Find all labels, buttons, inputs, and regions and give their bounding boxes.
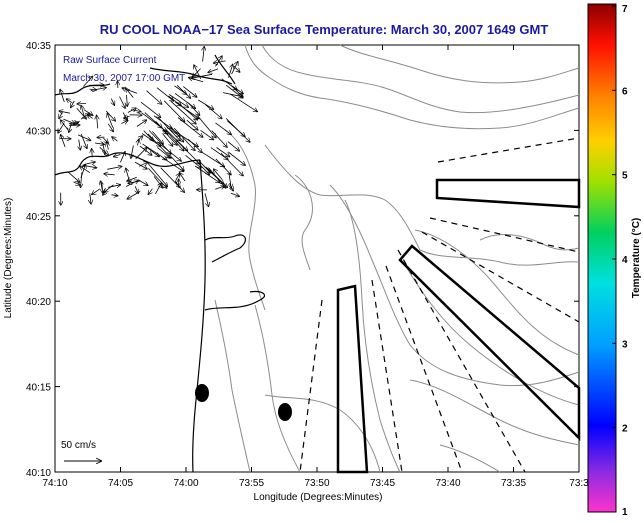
x-tick-label: 73:3 — [569, 478, 589, 489]
y-tick-label: 40:30 — [26, 126, 51, 137]
colorbar-tick-label: 7 — [622, 4, 628, 15]
colorbar-tick-label: 4 — [622, 255, 628, 266]
x-tick-label: 74:10 — [42, 478, 67, 489]
x-tick-label: 73:40 — [435, 478, 460, 489]
station-marker — [195, 384, 209, 402]
colorbar-label: Temperature (°C) — [631, 218, 642, 299]
colorbar-tick-label: 2 — [622, 424, 628, 435]
station-marker — [278, 403, 292, 421]
y-tick-label: 40:10 — [26, 468, 51, 479]
y-tick-label: 40:15 — [26, 383, 51, 394]
overlay-line-1: Raw Surface Current — [63, 55, 157, 66]
x-tick-label: 73:45 — [370, 478, 395, 489]
y-tick-label: 40:35 — [26, 41, 51, 52]
current-vector — [92, 149, 93, 157]
x-tick-label: 73:50 — [304, 478, 329, 489]
y-axis-label: Latitude (Degrees:Minutes) — [3, 198, 14, 319]
colorbar-tick-label: 3 — [622, 339, 628, 350]
map-title: RU COOL NOAA−17 Sea Surface Temperature:… — [100, 22, 549, 37]
x-tick-label: 73:55 — [239, 478, 264, 489]
x-tick-label: 74:00 — [173, 478, 198, 489]
colorbar-tick-label: 1 — [622, 507, 628, 518]
x-axis-label: Longitude (Degrees:Minutes) — [254, 492, 383, 503]
scale-label: 50 cm/s — [61, 440, 96, 451]
x-tick-label: 73:35 — [501, 478, 526, 489]
overlay-line-2: March 30, 2007 17:00 GMT — [63, 73, 185, 84]
colorbar-tick-label: 6 — [622, 86, 628, 97]
colorbar — [588, 4, 616, 512]
y-tick-label: 40:25 — [26, 212, 51, 223]
colorbar-tick-label: 5 — [622, 171, 628, 182]
x-tick-label: 74:05 — [108, 478, 133, 489]
y-tick-label: 40:20 — [26, 297, 51, 308]
